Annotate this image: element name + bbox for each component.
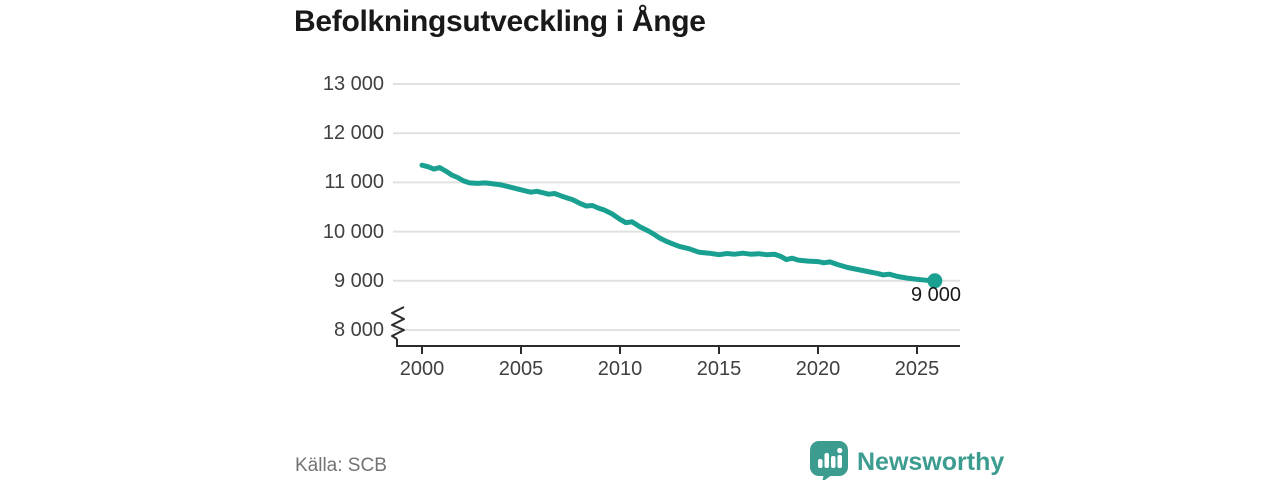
x-tick-label: 2025	[894, 358, 940, 380]
newsworthy-wordmark: Newsworthy	[857, 447, 1005, 476]
y-tick-label: 13 000	[322, 73, 384, 95]
x-tick-label: 2020	[795, 358, 841, 380]
x-axis	[396, 339, 960, 354]
x-tick-label: 2000	[399, 358, 445, 380]
y-tick-label: 12 000	[322, 122, 384, 145]
newsworthy-logo: Newsworthy	[810, 441, 1004, 480]
source-caption: Källa: SCB	[295, 455, 387, 476]
x-tick-label: 2010	[597, 358, 643, 380]
chart-title: Befolkningsutveckling i Ånge	[294, 5, 706, 38]
x-tick-label: 2015	[696, 358, 742, 380]
axis-break-zigzag	[391, 306, 405, 340]
y-tick-label: 11 000	[324, 171, 384, 194]
y-axis-break-icon	[391, 306, 405, 340]
y-tick-label: 8 000	[333, 319, 384, 341]
y-tick-label: 10 000	[322, 220, 384, 243]
x-axis-line	[396, 339, 960, 347]
end-point-dot	[927, 273, 943, 289]
end-value-label: 9 000	[910, 284, 962, 306]
population-line	[419, 162, 938, 284]
newsworthy-speech-bubble-icon	[810, 441, 848, 480]
gridlines	[393, 83, 960, 331]
x-tick-label: 2005	[498, 358, 544, 380]
population-line-series	[419, 162, 943, 289]
y-tick-label: 9 000	[333, 269, 384, 292]
